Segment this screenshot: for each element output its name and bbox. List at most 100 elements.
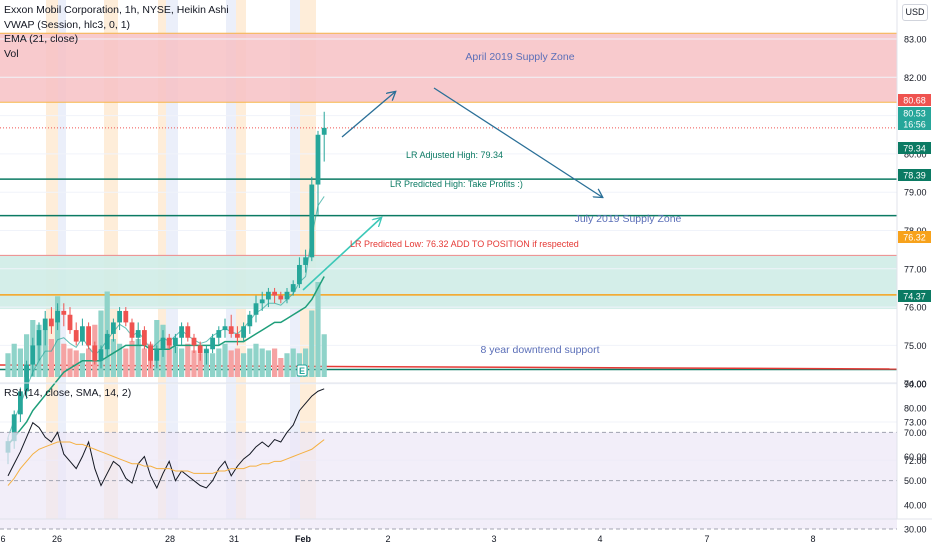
rsi-tick-label: 60.00 [904, 452, 927, 462]
volume-bar [123, 348, 129, 377]
volume-bar [272, 348, 278, 377]
legend-volume[interactable]: Vol [4, 47, 19, 60]
price-tick-label: 77.00 [904, 264, 927, 274]
volume-bar [141, 348, 147, 377]
earnings-marker [296, 364, 308, 377]
volume-bar [259, 348, 265, 377]
volume-bar [24, 334, 30, 377]
time-tick-label: 2 [385, 534, 390, 544]
candle-body [98, 349, 104, 361]
candle-body [247, 314, 253, 327]
candle-body [235, 333, 240, 338]
candle-body [309, 184, 315, 258]
candle-body [86, 326, 91, 346]
volume-bar [79, 353, 85, 377]
ema-line [7, 276, 325, 446]
candle-body [210, 337, 215, 350]
volume-bar [129, 340, 135, 377]
candle-body [104, 333, 110, 350]
time-tick-label: 4 [597, 534, 602, 544]
candle-body [61, 310, 67, 315]
rsi-sma-line [7, 439, 325, 486]
volume-bar [197, 353, 203, 377]
candle-body [216, 330, 222, 338]
time-tick-label: Feb [295, 534, 312, 544]
currency-button[interactable]: USD [902, 4, 928, 21]
candle-body [204, 349, 209, 354]
support-label: 8 year downtrend support [480, 344, 599, 356]
price-badge-label: 78.39 [903, 171, 926, 181]
volume-bar [303, 348, 309, 377]
arrow-up-teal [302, 218, 381, 291]
time-tick-label: 8 [810, 534, 815, 544]
vwap-line [7, 196, 325, 438]
candle-body [30, 345, 36, 365]
price-tick-label: 72.00 [904, 456, 927, 466]
volume-bar [210, 353, 216, 377]
candle-body [160, 337, 166, 350]
candle-body [92, 345, 98, 361]
candle-body [166, 337, 172, 346]
session-highlight [58, 0, 66, 383]
volume-bar [86, 348, 92, 377]
price-badge [898, 142, 931, 154]
price-tick-label: 79.00 [904, 188, 927, 198]
time-tick-label: 6 [0, 534, 5, 544]
candle-body [321, 127, 327, 135]
candle-body [222, 326, 228, 331]
price-badge [898, 290, 931, 302]
time-tick-label: 3 [491, 534, 496, 544]
volume-bar [321, 334, 327, 377]
volume-bar [172, 346, 178, 377]
candle-body [272, 291, 277, 296]
volume-bar [216, 348, 222, 377]
volume-bar [179, 348, 185, 377]
legend-vwap[interactable]: VWAP (Session, hlc3, 0, 1) [4, 18, 131, 31]
legend-ema[interactable]: EMA (21, close) [4, 33, 79, 45]
volume-bar [228, 350, 234, 377]
volume-bar [5, 353, 11, 377]
price-tick-label: 74.00 [904, 379, 927, 389]
candle-body [154, 349, 160, 361]
candle-body [315, 134, 321, 185]
volume-bar [48, 339, 54, 377]
session-highlight [236, 0, 246, 383]
rsi-legend[interactable]: RSI (14, close, SMA, 14, 2) [4, 387, 132, 399]
candle-body [111, 322, 116, 334]
price-badge-label: 76.32 [903, 233, 926, 243]
volume-bar [117, 343, 123, 377]
lr-adjusted-high-label: LR Adjusted High: 79.34 [406, 150, 503, 160]
arrow-up-blue [341, 92, 395, 138]
volume-bar [166, 339, 172, 377]
volume-bar [278, 358, 284, 377]
candle-body [42, 318, 48, 331]
price-tick-label: 75.00 [904, 341, 927, 351]
rsi-tick-label: 30.00 [904, 525, 927, 535]
rsi-line [7, 388, 325, 490]
volume-bar [253, 343, 259, 377]
candle-body [80, 326, 85, 342]
candle-body [36, 330, 42, 346]
rsi-tick-label: 40.00 [904, 500, 927, 510]
price-badge [898, 107, 931, 119]
lr-predicted-low-label: LR Predicted Low: 76.32 ADD TO POSITION … [350, 239, 579, 249]
price-tick-label: 83.00 [904, 35, 927, 45]
candle-body [297, 264, 302, 285]
candle-body [24, 364, 29, 392]
candle-body [11, 414, 17, 442]
session-highlight [290, 0, 300, 383]
candle-body [67, 314, 73, 331]
candle-body [303, 257, 308, 265]
candle-body [173, 337, 178, 346]
rsi-tick-label: 50.00 [904, 476, 927, 486]
candle-body [290, 284, 296, 292]
rsi-tick-label: 80.00 [904, 404, 927, 414]
april-zone-label: April 2019 Supply Zone [465, 51, 574, 63]
candle-body [241, 326, 246, 338]
candle-body [185, 326, 191, 338]
price-badge [898, 231, 931, 243]
volume-bar [290, 348, 296, 377]
earnings-marker-label: E [299, 366, 305, 376]
volume-bar [315, 282, 321, 377]
